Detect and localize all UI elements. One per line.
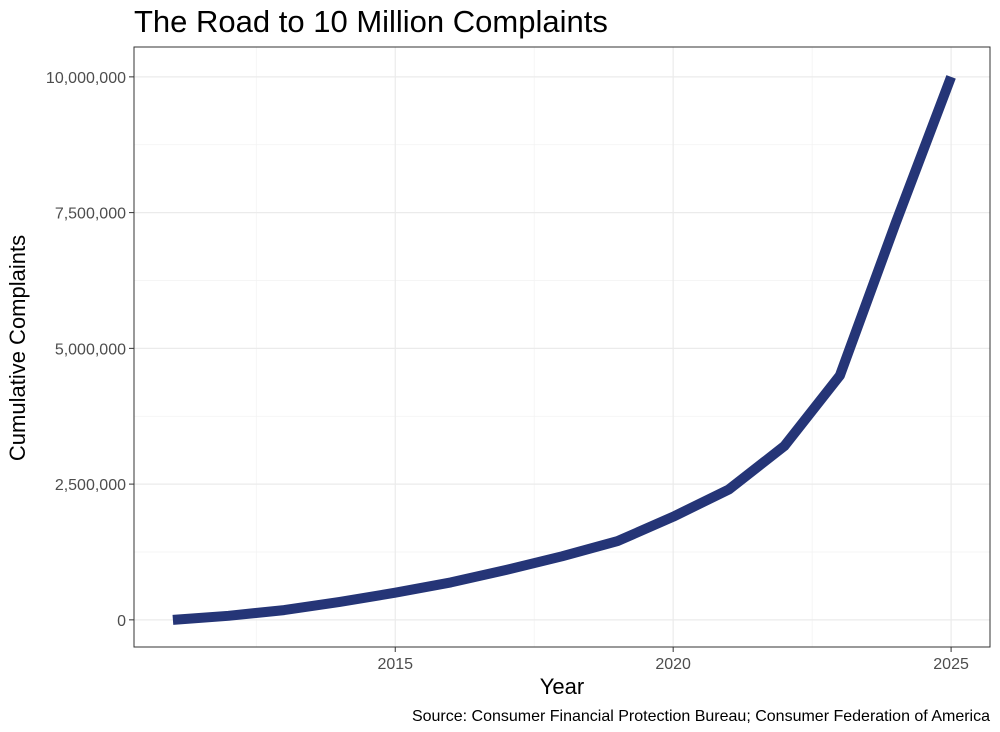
data-point: [784, 446, 785, 447]
x-tick-label: 2025: [933, 656, 969, 673]
panel-border: [133, 46, 991, 648]
y-tick-label: 0: [117, 613, 126, 630]
data-point: [395, 592, 396, 593]
y-tick-label: 7,500,000: [55, 206, 126, 223]
y-tick-label: 5,000,000: [55, 341, 126, 358]
y-tick-label: 10,000,000: [46, 70, 126, 87]
data-point: [617, 541, 618, 542]
data-point: [339, 601, 340, 602]
data-point: [728, 489, 729, 490]
chart-caption: Source: Consumer Financial Protection Bu…: [412, 708, 990, 725]
series-layer: [172, 75, 956, 625]
x-axis: 2015 2020 2025: [377, 647, 969, 673]
series-line-0: [172, 75, 956, 625]
data-point: [172, 619, 173, 620]
data-point: [562, 556, 563, 557]
x-tick-label: 2015: [377, 656, 413, 673]
data-point: [673, 516, 674, 517]
data-point: [506, 569, 507, 570]
data-point: [951, 76, 952, 77]
data-point: [839, 375, 840, 376]
chart-title: The Road to 10 Million Complaints: [134, 4, 608, 39]
x-tick-label: 2020: [655, 656, 691, 673]
x-axis-title: Year: [540, 674, 584, 699]
y-axis-title: Cumulative Complaints: [5, 235, 30, 461]
data-point: [895, 223, 896, 224]
data-point: [284, 610, 285, 611]
y-axis: 0 2,500,000 5,000,000 7,500,000 10,000,000: [46, 70, 134, 630]
data-point: [228, 615, 229, 616]
data-point: [450, 582, 451, 583]
y-tick-label: 2,500,000: [55, 477, 126, 494]
grid-minor: [134, 47, 990, 647]
